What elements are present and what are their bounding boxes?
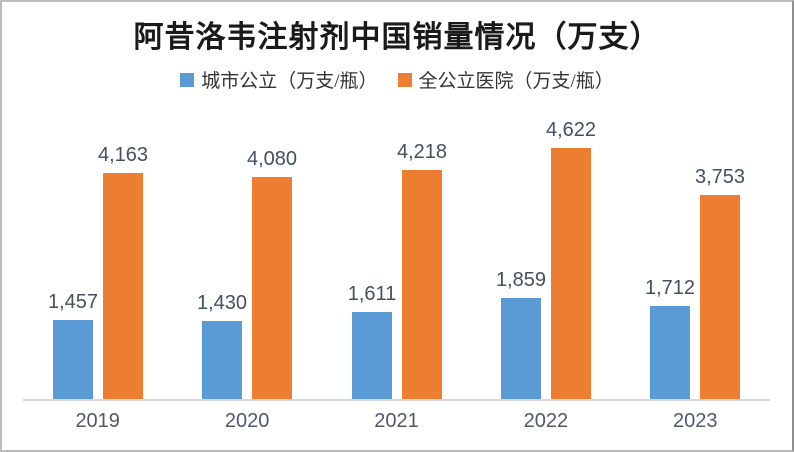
bar-value-label-series0-2020: 1,430: [196, 292, 248, 314]
legend-swatch-blue-icon: [180, 72, 195, 87]
bar-value-label-series1-2019: 4,163: [97, 144, 149, 166]
x-axis-label-2020: 2020: [224, 410, 270, 432]
x-axis-label-2021: 2021: [374, 410, 419, 432]
bar-series0-2021: [352, 312, 392, 399]
bar-value-label-series1-2021: 4,218: [396, 141, 448, 163]
chart-legend: 城市公立（万支/瓶） 全公立医院（万支/瓶）: [2, 66, 792, 93]
bar-series1-2019: [103, 173, 143, 399]
legend-label-all-public-hospitals: 全公立医院（万支/瓶）: [418, 71, 614, 92]
x-axis-label-2019: 2019: [75, 410, 120, 432]
bar-value-label-series1-2020: 4,080: [246, 148, 298, 170]
legend-label-city-public: 城市公立（万支/瓶）: [201, 71, 378, 92]
legend-item-all-public-hospitals: 全公立医院（万支/瓶）: [397, 66, 614, 93]
legend-item-city-public: 城市公立（万支/瓶）: [180, 66, 378, 93]
bar-value-label-series0-2019: 1,457: [47, 291, 99, 313]
bar-value-label-series0-2023: 1,712: [644, 277, 696, 299]
bar-series1-2020: [252, 177, 292, 399]
bar-value-label-series0-2022: 1,859: [495, 269, 547, 291]
bar-series0-2022: [501, 298, 541, 399]
chart-title: 阿昔洛韦注射剂中国销量情况（万支）: [133, 21, 661, 54]
bar-value-label-series1-2023: 3,753: [694, 166, 746, 188]
bar-series0-2023: [650, 306, 690, 399]
bar-value-label-series1-2022: 4,622: [545, 119, 597, 141]
bar-series0-2019: [53, 320, 93, 399]
x-axis-label-2023: 2023: [673, 410, 718, 432]
bar-series1-2022: [551, 148, 591, 399]
bar-series1-2021: [402, 170, 442, 399]
x-axis-label-2022: 2022: [523, 410, 569, 432]
bar-series0-2020: [202, 321, 242, 399]
legend-swatch-orange-icon: [397, 72, 412, 87]
bar-value-label-series0-2021: 1,611: [347, 283, 397, 305]
x-axis-line: [23, 399, 770, 401]
bar-series1-2023: [700, 195, 740, 399]
